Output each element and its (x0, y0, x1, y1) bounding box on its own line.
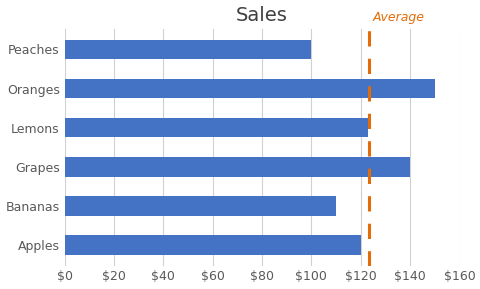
Bar (64, 196, 336, 216)
Bar (64, 40, 311, 59)
Bar (64, 235, 360, 255)
Bar (64, 157, 409, 177)
Bar (64, 79, 434, 98)
Text: Average: Average (372, 11, 424, 24)
Title: Sales: Sales (236, 5, 288, 25)
Bar (64, 118, 368, 138)
